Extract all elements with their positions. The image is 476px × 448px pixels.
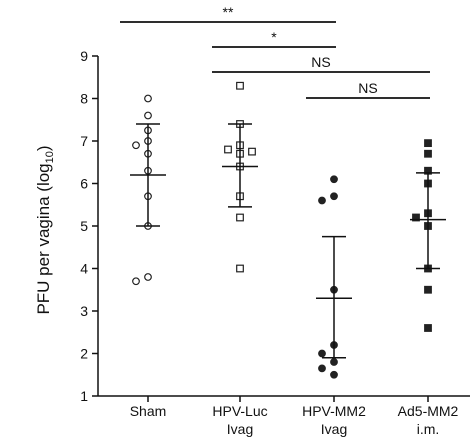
- data-point: [318, 196, 326, 205]
- y-tick-label: 6: [80, 176, 88, 192]
- significance-label: NS: [358, 80, 377, 96]
- data-point: [248, 147, 256, 156]
- y-axis-label-close: ): [34, 145, 53, 151]
- data-point: [318, 349, 326, 358]
- data-point: [330, 175, 338, 184]
- x-category-label: HPV-Luc: [212, 403, 267, 419]
- data-point: [424, 149, 432, 158]
- y-tick-label: 7: [80, 133, 88, 149]
- data-point: [424, 285, 432, 294]
- data-point: [330, 192, 338, 201]
- y-tick-label: 3: [80, 303, 88, 319]
- data-point: [424, 324, 432, 332]
- data-point: [236, 264, 244, 273]
- data-point: [330, 358, 338, 366]
- y-tick-label: 5: [80, 218, 88, 234]
- significance-label: *: [271, 29, 277, 45]
- y-tick-label: 4: [80, 261, 88, 277]
- data-point: [412, 213, 420, 222]
- data-marks: [130, 81, 446, 379]
- significance-label: NS: [311, 54, 330, 70]
- data-point: [144, 111, 152, 120]
- data-point: [132, 141, 140, 150]
- x-category-label: HPV-MM2: [302, 403, 366, 419]
- y-tick-label: 9: [80, 48, 88, 64]
- data-point: [144, 94, 152, 103]
- y-tick-label: 2: [80, 346, 88, 362]
- data-point: [236, 213, 244, 222]
- data-point: [132, 277, 140, 286]
- data-point: [144, 273, 152, 281]
- y-tick-label: 8: [80, 91, 88, 107]
- y-tick-label: 1: [80, 388, 88, 404]
- data-point: [318, 364, 326, 373]
- x-category-label: Ivag: [227, 421, 253, 437]
- x-category-label: Sham: [130, 403, 167, 419]
- x-category-label: Ivag: [321, 421, 347, 437]
- data-point: [236, 81, 244, 90]
- data-point: [330, 370, 338, 379]
- significance-label: **: [223, 4, 234, 20]
- data-point: [224, 145, 232, 154]
- y-axis-label-subscript: 10: [44, 151, 56, 163]
- y-axis-label: PFU per vagina (log10): [34, 145, 56, 314]
- x-category-label: i.m.: [417, 421, 440, 437]
- x-category-label: Ad5-MM2: [398, 403, 459, 419]
- axes: 1 2 3 4 5 6 7 8 9 Sham HPV-Luc Ivag HPV-MM2 Ivag Ad5-M…: [80, 48, 470, 437]
- data-point: [424, 139, 432, 148]
